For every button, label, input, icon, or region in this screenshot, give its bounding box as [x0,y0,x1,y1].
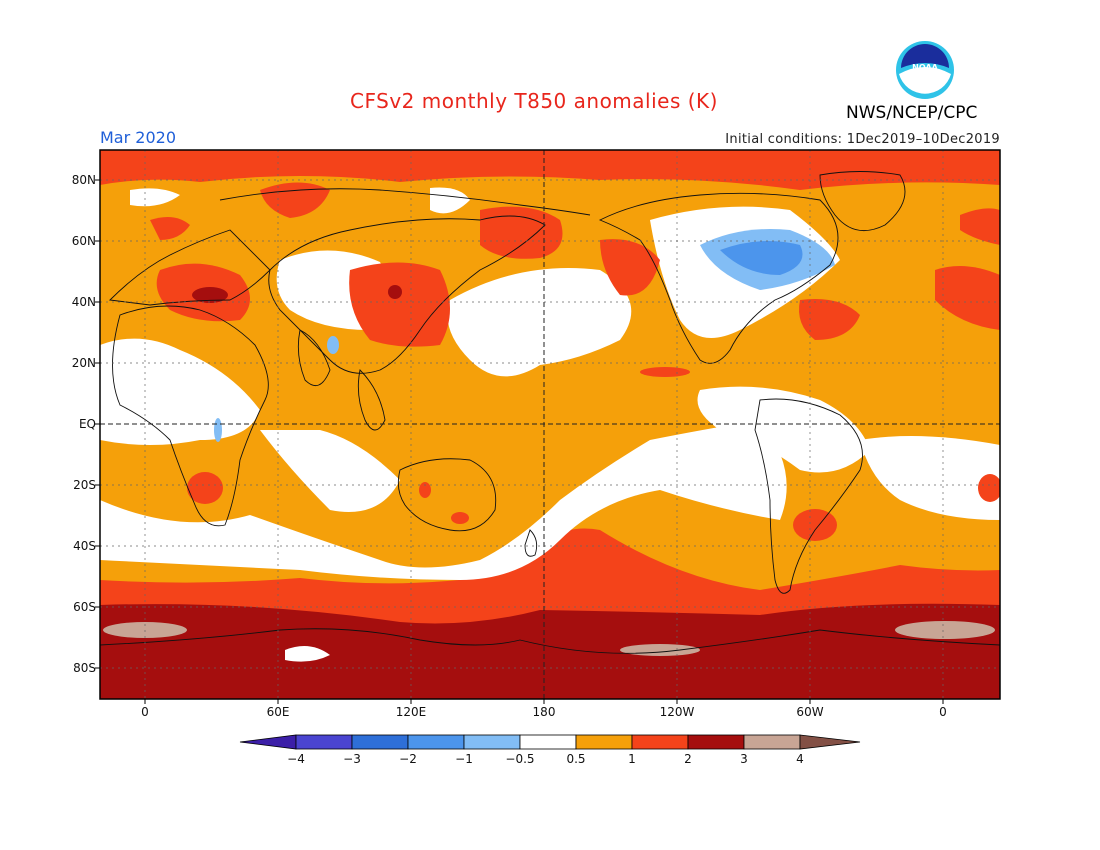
colorbar-bin [351,734,409,750]
noaa-logo: NOAA [896,41,954,99]
colorbar-bin [687,734,745,750]
colorbar [239,734,861,750]
colorbar-label: 0.5 [566,752,586,766]
forecast-month: Mar 2020 [100,128,176,147]
colorbar-bin [631,734,689,750]
lon-label: 120W [659,705,695,719]
logo-text: NOAA [912,63,938,72]
colorbar-label: −0.5 [505,752,535,766]
colorbar-label: 2 [684,752,692,766]
lat-label: EQ [78,417,96,431]
colorbar-bin [743,734,801,750]
lat-label: 80N [71,173,96,187]
chart-title: CFSv2 monthly T850 anomalies (K) [350,89,718,113]
lat-label: 60S [73,600,96,614]
colorbar-bin [295,734,353,750]
colorbar-arrow-high [799,734,861,750]
graticule [100,150,1000,699]
colorbar-label: −3 [343,752,361,766]
colorbar-bin [519,734,577,750]
colorbar-bin [575,734,633,750]
organization-label: NWS/NCEP/CPC [846,103,978,123]
coastlines [100,171,1000,654]
lon-label: 180 [532,705,556,719]
tick-marks [95,179,944,704]
colorbar-arrow-low [239,734,297,750]
lon-label: 120E [395,705,427,719]
lat-label: 20S [73,478,96,492]
colorbar-bin [407,734,465,750]
colorbar-label: 4 [796,752,804,766]
lon-label: 0 [939,705,947,719]
lon-label: 60E [266,705,290,719]
lat-label: 40S [73,539,96,553]
colorbar-label: −2 [399,752,417,766]
lon-label: 0 [141,705,149,719]
lon-label: 60W [796,705,824,719]
lat-label: 60N [71,234,96,248]
lat-label: 40N [71,295,96,309]
lat-label: 80S [73,661,96,675]
colorbar-label: −4 [287,752,305,766]
colorbar-label: 1 [628,752,636,766]
lat-label: 20N [71,356,96,370]
colorbar-bin [463,734,521,750]
initial-conditions: Initial conditions: 1Dec2019–10Dec2019 [725,132,1000,147]
colorbar-label: −1 [455,752,473,766]
colorbar-label: 3 [740,752,748,766]
equator-dateline [100,150,1000,699]
